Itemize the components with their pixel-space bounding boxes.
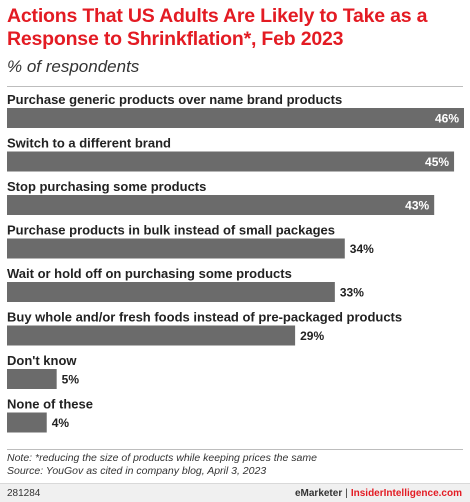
category-label: Switch to a different brand bbox=[7, 136, 171, 151]
category-label: Buy whole and/or fresh foods instead of … bbox=[7, 310, 402, 325]
bar bbox=[7, 282, 335, 302]
category-label: None of these bbox=[7, 397, 93, 412]
category-label: Stop purchasing some products bbox=[7, 179, 206, 194]
chart-title: Actions That US Adults Are Likely to Tak… bbox=[7, 5, 428, 50]
value-label: 45% bbox=[425, 155, 449, 169]
brand-credit: eMarketer | InsiderIntelligence.com bbox=[295, 488, 462, 499]
bar bbox=[7, 369, 57, 389]
chart-notes: Note: *reducing the size of products whi… bbox=[7, 452, 463, 477]
brand-insider-intelligence: InsiderIntelligence.com bbox=[350, 488, 462, 499]
category-label: Purchase products in bulk instead of sma… bbox=[7, 223, 335, 238]
chart-subtitle: % of respondents bbox=[7, 57, 140, 76]
source-text: Source: YouGov as cited in company blog,… bbox=[7, 464, 267, 477]
top-divider bbox=[7, 86, 463, 87]
bar bbox=[7, 325, 296, 346]
bar bbox=[7, 238, 345, 259]
bar bbox=[7, 412, 47, 433]
bar bbox=[7, 108, 464, 128]
brand-separator: | bbox=[345, 488, 348, 499]
category-label: Wait or hold off on purchasing some prod… bbox=[7, 266, 292, 281]
value-label: 46% bbox=[435, 112, 459, 126]
footer-bar: 281284 eMarketer | InsiderIntelligence.com bbox=[0, 483, 470, 502]
value-label: 5% bbox=[62, 373, 80, 387]
category-label: Purchase generic products over name bran… bbox=[7, 92, 342, 107]
bottom-divider bbox=[7, 449, 463, 450]
value-label: 29% bbox=[300, 329, 324, 343]
value-label: 33% bbox=[340, 286, 364, 300]
bar bbox=[7, 195, 435, 215]
note-text: Note: *reducing the size of products whi… bbox=[7, 452, 317, 464]
value-label: 4% bbox=[52, 416, 70, 430]
bar bbox=[7, 151, 455, 172]
brand-emarketer: eMarketer bbox=[294, 488, 343, 499]
value-label: 43% bbox=[405, 199, 429, 213]
bar-chart: Purchase generic products over name bran… bbox=[7, 92, 464, 433]
chart-id: 281284 bbox=[7, 488, 41, 499]
value-label: 34% bbox=[350, 242, 374, 256]
category-label: Don't know bbox=[7, 353, 77, 368]
